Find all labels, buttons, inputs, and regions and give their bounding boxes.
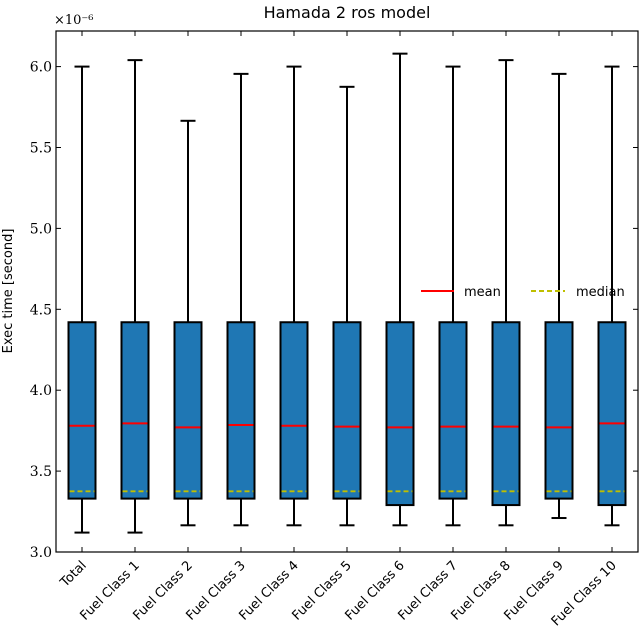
box bbox=[597, 321, 627, 507]
x-tick-label: Total bbox=[57, 558, 90, 591]
y-tick-label: 3.0 bbox=[30, 545, 52, 561]
box bbox=[491, 321, 521, 507]
box bbox=[332, 321, 362, 500]
box bbox=[226, 321, 256, 500]
box bbox=[385, 321, 415, 507]
y-tick-label: 6.0 bbox=[30, 60, 52, 76]
y-axis-label: Exec time [second] bbox=[1, 229, 16, 354]
box bbox=[173, 321, 203, 500]
chart-title: Hamada 2 ros model bbox=[264, 3, 431, 22]
y-tick-label: 5.0 bbox=[30, 221, 52, 237]
y-tick-label: 4.0 bbox=[30, 383, 52, 399]
box bbox=[67, 321, 97, 500]
box bbox=[544, 321, 574, 500]
y-tick-label: 3.5 bbox=[30, 464, 52, 480]
y-scale-label: ×10⁻⁶ bbox=[54, 13, 94, 28]
box bbox=[279, 321, 309, 500]
legend-median-label: median bbox=[576, 285, 625, 300]
y-tick-label: 5.5 bbox=[30, 140, 52, 156]
legend-mean-label: mean bbox=[464, 285, 501, 300]
box bbox=[120, 321, 150, 500]
y-tick-label: 4.5 bbox=[30, 302, 52, 318]
legend: mean median bbox=[421, 285, 625, 300]
box bbox=[438, 321, 468, 500]
